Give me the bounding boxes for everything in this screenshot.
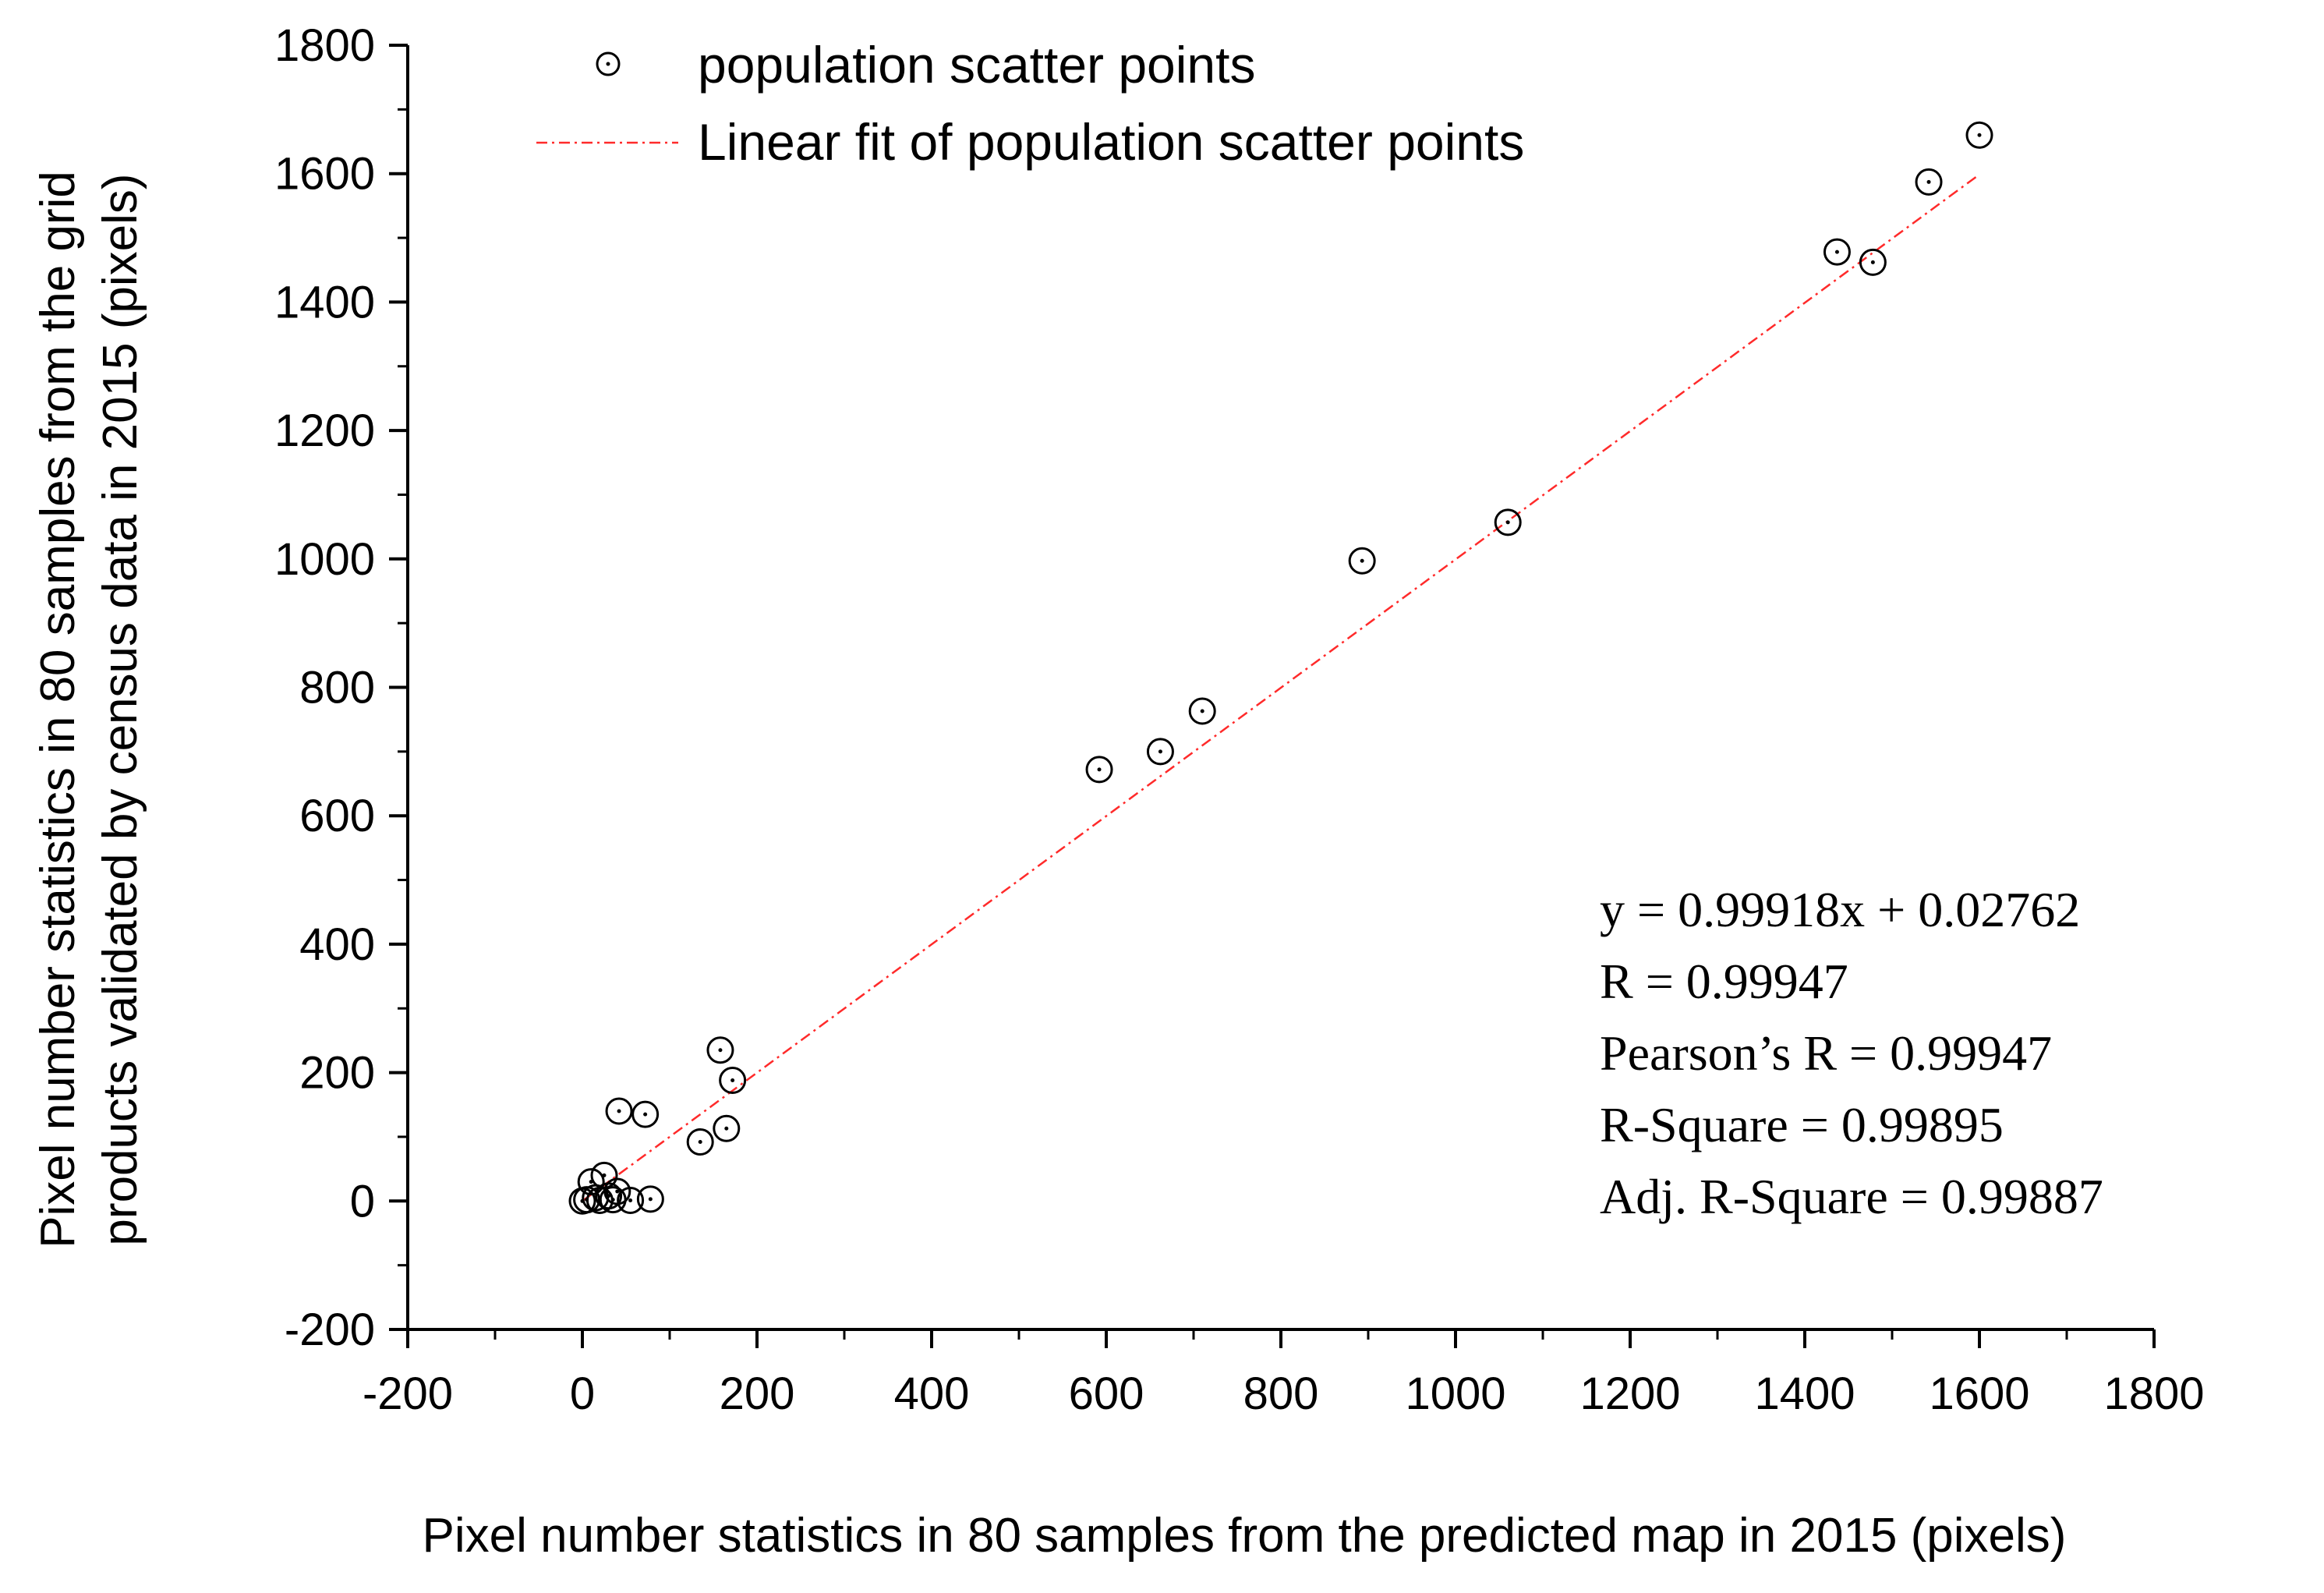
scatter-point-ring xyxy=(605,1097,633,1125)
y-tick-label: -200 xyxy=(285,1304,375,1355)
x-tick-label: 1200 xyxy=(1579,1368,1680,1419)
scatter-point xyxy=(1188,697,1216,725)
scatter-point-dot xyxy=(615,1189,620,1194)
y-tick-label: 1800 xyxy=(274,20,375,71)
y-tick-label: 400 xyxy=(299,919,375,970)
y-tick-label: 1400 xyxy=(274,277,375,327)
scatter-point-dot xyxy=(1360,558,1364,563)
scatter-point-dot xyxy=(1834,250,1839,254)
x-tick-label: 200 xyxy=(720,1368,795,1419)
x-tick-label: 400 xyxy=(894,1368,970,1419)
scatter-point-ring xyxy=(686,1128,714,1156)
y-tick-label: 800 xyxy=(299,663,375,713)
scatter-point xyxy=(636,1185,664,1213)
scatter-point xyxy=(1965,121,1993,149)
scatter-point-dot xyxy=(698,1140,702,1145)
scatter-point xyxy=(1915,168,1943,196)
scatter-point-ring xyxy=(617,1186,645,1214)
scatter-point xyxy=(617,1186,645,1214)
regression-stats: y = 0.99918x + 0.02762 R = 0.99947 Pears… xyxy=(1600,882,2103,1224)
x-axis-title: Pixel number statistics in 80 samples fr… xyxy=(423,1509,2067,1563)
scatter-point xyxy=(713,1114,741,1142)
stats-adj-r-square: Adj. R-Square = 0.99887 xyxy=(1600,1169,2103,1224)
scatter-point-ring xyxy=(577,1168,605,1196)
scatter-point-dot xyxy=(643,1112,648,1117)
scatter-point-ring xyxy=(706,1036,734,1064)
y-axis-title-line-2: products validated by census data in 201… xyxy=(94,173,147,1245)
scatter-point-dot xyxy=(730,1078,735,1082)
scatter-point-dot xyxy=(607,1194,611,1198)
legend: population scatter points Linear fit of … xyxy=(536,36,1524,171)
x-tick-label: 600 xyxy=(1069,1368,1144,1419)
scatter-point-dot xyxy=(617,1109,621,1113)
scatter-point-dot xyxy=(724,1126,729,1131)
scatter-point-dot xyxy=(1158,749,1162,754)
scatter-point-dot xyxy=(1926,179,1931,184)
scatter-point-dot xyxy=(1097,767,1102,772)
stats-equation: y = 0.99918x + 0.02762 xyxy=(1600,882,2080,937)
scatter-point xyxy=(1146,738,1174,766)
y-tick-label: 200 xyxy=(299,1048,375,1099)
scatter-point xyxy=(686,1128,714,1156)
scatter-point-ring xyxy=(1859,248,1887,276)
linear-fit-line xyxy=(582,173,1980,1202)
scatter-points xyxy=(568,121,1993,1215)
scatter-point-dot xyxy=(1200,709,1204,713)
scatter-point-ring xyxy=(1494,508,1522,536)
scatter-point xyxy=(706,1036,734,1064)
linear-fit-layer xyxy=(582,173,1980,1202)
scatter-point xyxy=(719,1066,747,1094)
scatter-point-ring xyxy=(1146,738,1174,766)
legend-label-scatter: population scatter points xyxy=(698,36,1255,94)
x-tick-label: 1000 xyxy=(1405,1368,1505,1419)
scatter-point xyxy=(1823,238,1851,266)
x-tick-label: 1600 xyxy=(1929,1368,2029,1419)
scatter-point-dot xyxy=(648,1197,653,1202)
axes: -200 0 200 400 600 800 1000 1200 1400 1600 1800 -20… xyxy=(274,20,2205,1419)
scatter-point xyxy=(1859,248,1887,276)
scatter-point-ring xyxy=(1188,697,1216,725)
scatter-point xyxy=(1348,547,1376,575)
y-tick-label: 1600 xyxy=(274,149,375,200)
y-axis-title-line-1: Pixel number statistics in 80 samples fr… xyxy=(31,171,85,1248)
x-tick-label: 0 xyxy=(570,1368,595,1419)
scatter-point-ring xyxy=(1965,121,1993,149)
stats-r: R = 0.99947 xyxy=(1600,954,1848,1009)
stats-r-square: R-Square = 0.99895 xyxy=(1600,1097,2004,1152)
scatter-point xyxy=(1085,756,1113,784)
y-tick-label: 1200 xyxy=(274,405,375,456)
x-tick-label: -200 xyxy=(363,1368,453,1419)
scatter-point xyxy=(605,1097,633,1125)
x-tick-label: 1800 xyxy=(2103,1368,2204,1419)
scatter-point xyxy=(1494,508,1522,536)
legend-marker-scatter xyxy=(596,51,621,76)
legend-label-fit: Linear fit of population scatter points xyxy=(698,113,1524,171)
scatter-point-ring xyxy=(631,1100,660,1128)
scatter-point-ring xyxy=(1348,547,1376,575)
scatter-point xyxy=(631,1100,660,1128)
y-tick-label: 0 xyxy=(350,1176,375,1227)
scatter-point-ring xyxy=(1915,168,1943,196)
scatter-point-dot xyxy=(610,1198,615,1202)
x-tick-label: 800 xyxy=(1243,1368,1319,1419)
scatter-point-ring xyxy=(719,1066,747,1094)
scatter-point-dot xyxy=(1870,260,1875,264)
scatter-point-dot xyxy=(1505,520,1510,525)
scatter-point-dot xyxy=(718,1048,723,1053)
scatter-point-dot xyxy=(1977,133,1982,137)
y-tick-label: 1000 xyxy=(274,534,375,585)
scatter-point-dot xyxy=(602,1173,607,1177)
scatter-point-ring xyxy=(1085,756,1113,784)
y-axis-title: Pixel number statistics in 80 samples fr… xyxy=(31,171,147,1248)
scatter-point-dot xyxy=(628,1198,633,1202)
stats-pearson-r: Pearson’s R = 0.99947 xyxy=(1600,1025,2052,1081)
x-tick-label: 1400 xyxy=(1754,1368,1855,1419)
scatter-point-ring xyxy=(713,1114,741,1142)
scatter-point-ring xyxy=(1823,238,1851,266)
scatter-point-ring xyxy=(636,1185,664,1213)
y-tick-label: 600 xyxy=(299,791,375,841)
